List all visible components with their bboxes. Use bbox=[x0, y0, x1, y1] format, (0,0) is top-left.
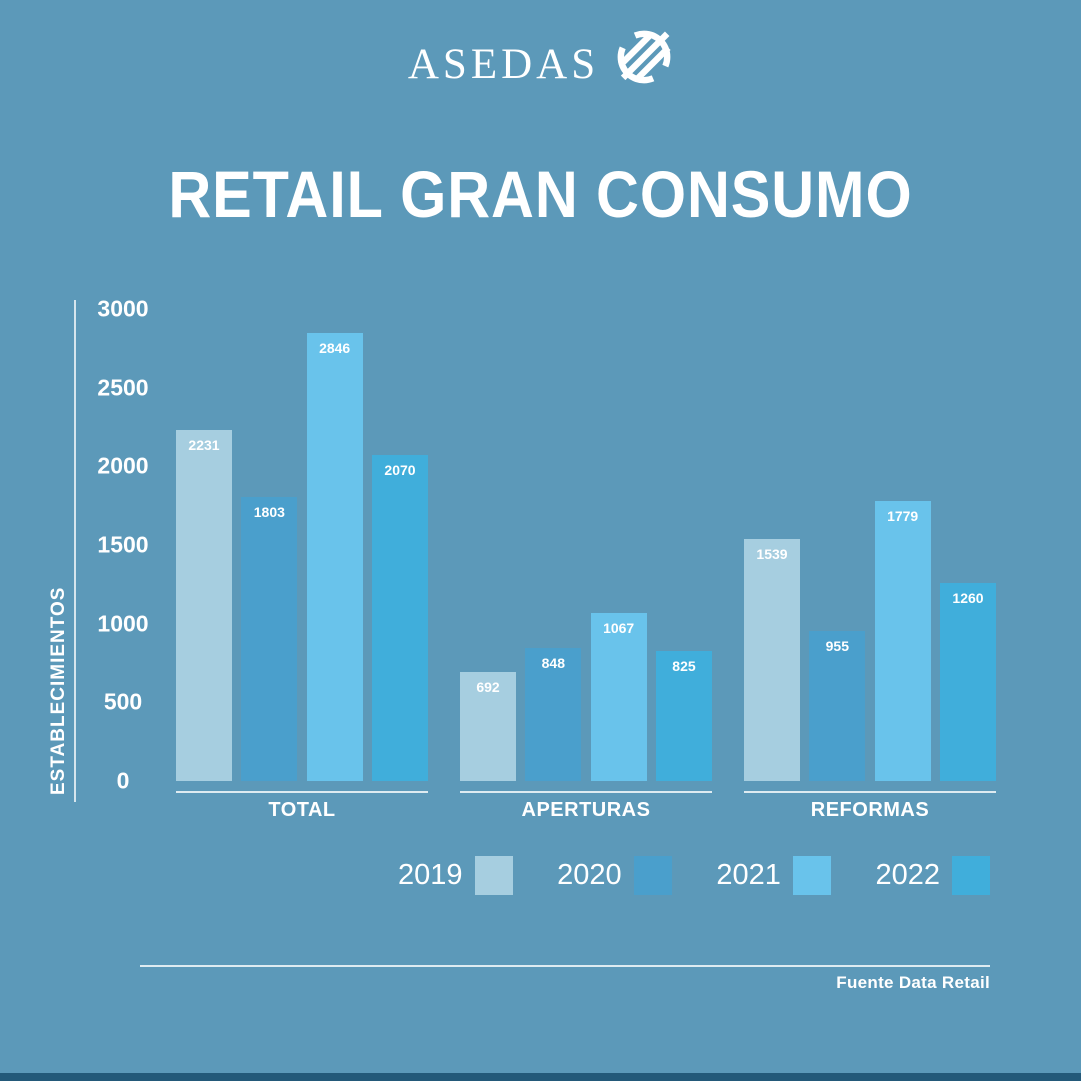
logo: ASEDAS bbox=[0, 28, 1081, 86]
group-label-aperturas: APERTURAS bbox=[521, 799, 651, 821]
legend-swatch-2020 bbox=[633, 856, 672, 895]
footer-divider bbox=[140, 965, 990, 967]
bar-2022-reformas: 1260 bbox=[939, 583, 996, 781]
legend-swatch-2021 bbox=[792, 856, 831, 895]
bar-2019-total: 2231 bbox=[176, 430, 232, 781]
group-baseline-aperturas bbox=[460, 791, 712, 793]
bar-2021-reformas: 1779 bbox=[874, 501, 931, 781]
bar-2022-aperturas: 825 bbox=[655, 651, 712, 781]
group-label-total: TOTAL bbox=[268, 799, 336, 821]
bar-2022-total: 2070 bbox=[371, 455, 428, 781]
y-axis-line bbox=[74, 300, 76, 802]
legend-year-label: 2021 bbox=[716, 859, 781, 891]
bar-value-label: 2070 bbox=[384, 462, 416, 478]
bar-group-reformas: 1539 955 1779 1260 bbox=[744, 309, 996, 781]
y-tick-2500: 2500 bbox=[97, 374, 149, 401]
legend-item-2021: 2021 bbox=[716, 856, 831, 895]
bar-2019-reformas: 1539 bbox=[744, 539, 800, 781]
asedas-striped-circle-icon bbox=[615, 28, 673, 86]
page-title-text: RETAIL GRAN CONSUMO bbox=[168, 157, 913, 231]
legend-item-2020: 2020 bbox=[557, 856, 672, 895]
bar-value-label: 955 bbox=[825, 638, 849, 654]
bar-value-label: 1260 bbox=[952, 590, 984, 606]
legend-item-2022: 2022 bbox=[875, 856, 990, 895]
bar-2020-aperturas: 848 bbox=[525, 648, 582, 781]
group-label-reformas: REFORMAS bbox=[810, 799, 930, 821]
bar-group-total: 2231 1803 2846 2070 bbox=[176, 309, 428, 781]
source-credit: Fuente Data Retail bbox=[836, 973, 990, 992]
chart-legend: 2019 2020 2021 2022 bbox=[398, 856, 990, 895]
bar-group-aperturas: 692 848 1067 825 bbox=[460, 309, 712, 781]
bar-value-label: 848 bbox=[541, 655, 565, 671]
legend-year-label: 2019 bbox=[398, 859, 463, 891]
y-tick-2000: 2000 bbox=[97, 452, 149, 479]
y-tick-1500: 1500 bbox=[97, 531, 149, 558]
y-tick-3000: 3000 bbox=[97, 295, 149, 322]
bar-2020-reformas: 955 bbox=[809, 631, 866, 781]
legend-year-label: 2020 bbox=[557, 859, 622, 891]
page-title: RETAIL GRAN CONSUMO bbox=[0, 156, 1081, 232]
bar-value-label: 1539 bbox=[756, 546, 788, 562]
bar-value-label: 692 bbox=[476, 679, 500, 695]
y-tick-0: 0 bbox=[116, 767, 130, 794]
bar-value-label: 1067 bbox=[603, 620, 635, 636]
bar-value-label: 1779 bbox=[887, 508, 919, 524]
bar-2020-total: 1803 bbox=[241, 497, 298, 781]
bar-value-label: 2846 bbox=[319, 340, 351, 356]
bar-2021-aperturas: 1067 bbox=[590, 613, 647, 781]
bar-2021-total: 2846 bbox=[306, 333, 363, 781]
legend-swatch-2022 bbox=[951, 856, 990, 895]
bar-value-label: 2231 bbox=[188, 437, 220, 453]
y-tick-1000: 1000 bbox=[97, 610, 149, 637]
legend-year-label: 2022 bbox=[875, 859, 940, 891]
y-axis-title: ESTABLECIMIENTOS bbox=[48, 586, 69, 795]
y-tick-500: 500 bbox=[103, 688, 143, 715]
bar-value-label: 825 bbox=[672, 658, 696, 674]
bar-value-label: 1803 bbox=[253, 504, 285, 520]
logo-text: ASEDAS bbox=[407, 40, 600, 88]
bottom-accent-strip bbox=[0, 1073, 1081, 1081]
group-baseline-total bbox=[176, 791, 428, 793]
legend-swatch-2019 bbox=[474, 856, 513, 895]
group-baseline-reformas bbox=[744, 791, 996, 793]
bar-2019-aperturas: 692 bbox=[460, 672, 516, 781]
legend-item-2019: 2019 bbox=[398, 856, 513, 895]
